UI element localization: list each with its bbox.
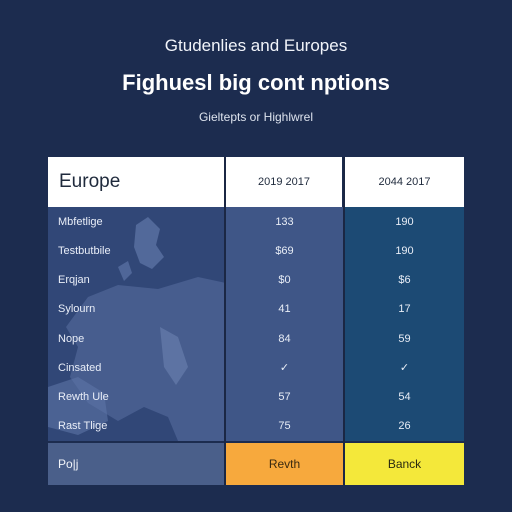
row-label: Rast Tlige — [58, 420, 108, 433]
column-header-region: Europe — [48, 157, 224, 207]
row-label: Mbfetlige — [58, 215, 103, 228]
table-row: Rast Tlige 75 26 — [48, 412, 464, 441]
column-a-background — [226, 207, 345, 441]
column-header-a: 2019 2017 — [226, 157, 342, 207]
row-label: Nope — [58, 332, 85, 345]
row-label: Erqjan — [58, 274, 90, 287]
table-row: Mbfetlige 133 190 — [48, 207, 464, 236]
table-row: Rewth Ule 57 54 — [48, 383, 464, 412]
row-value-b: 190 — [395, 215, 414, 228]
row-label: Sylourn — [58, 303, 96, 316]
row-label: Rewth Ule — [58, 391, 109, 404]
footer-label: Po|j — [48, 443, 224, 485]
row-value-a: 41 — [278, 303, 291, 316]
row-value-a: 75 — [278, 420, 291, 433]
row-value-a: $0 — [278, 274, 291, 287]
revth-button[interactable]: Revth — [226, 443, 343, 485]
row-value-b: ✓ — [399, 362, 410, 375]
banck-button[interactable]: Banck — [345, 443, 464, 485]
row-value-b: 59 — [398, 332, 411, 345]
row-value-a: 84 — [278, 332, 291, 345]
row-label: Cinsated — [58, 361, 102, 374]
row-value-a: 57 — [278, 391, 291, 404]
row-value-b: 190 — [395, 244, 414, 257]
page-subtitle: Gieltepts or Highlwrel — [198, 110, 314, 124]
column-divider — [224, 157, 226, 485]
column-divider — [343, 157, 345, 485]
table-row: Sylourn 41 17 — [48, 295, 464, 324]
row-value-a: $69 — [275, 244, 294, 257]
table-row: Testbutbile $69 190 — [48, 236, 464, 265]
table-row: Cinsated ✓ ✓ — [48, 353, 464, 382]
comparison-table: Europe 2019 2017 2044 2017 Mbfetlige 133 1… — [48, 157, 464, 485]
europe-map — [48, 217, 226, 441]
row-value-b: $6 — [398, 274, 411, 287]
table-footer: Po|j Revth Banck — [48, 443, 464, 485]
row-value-b: 54 — [398, 391, 411, 404]
europe-map-background — [48, 207, 226, 441]
table-row: Nope 84 59 — [48, 324, 464, 353]
column-header-b: 2044 2017 — [345, 157, 464, 207]
page-title: Fighuesl big cont nptions — [122, 70, 390, 95]
row-value-a: 133 — [275, 215, 294, 228]
table-body: Mbfetlige 133 190 Testbutbile $69 190 Erqjan $0… — [48, 207, 464, 441]
row-value-a: ✓ — [279, 362, 290, 375]
table-row: Erqjan $0 $6 — [48, 266, 464, 295]
column-b-background — [345, 207, 464, 441]
row-value-b: 17 — [398, 303, 411, 316]
row-label: Testbutbile — [58, 244, 111, 257]
row-value-b: 26 — [398, 420, 411, 433]
kicker-text: Gtudenlies and Europes — [164, 36, 348, 55]
